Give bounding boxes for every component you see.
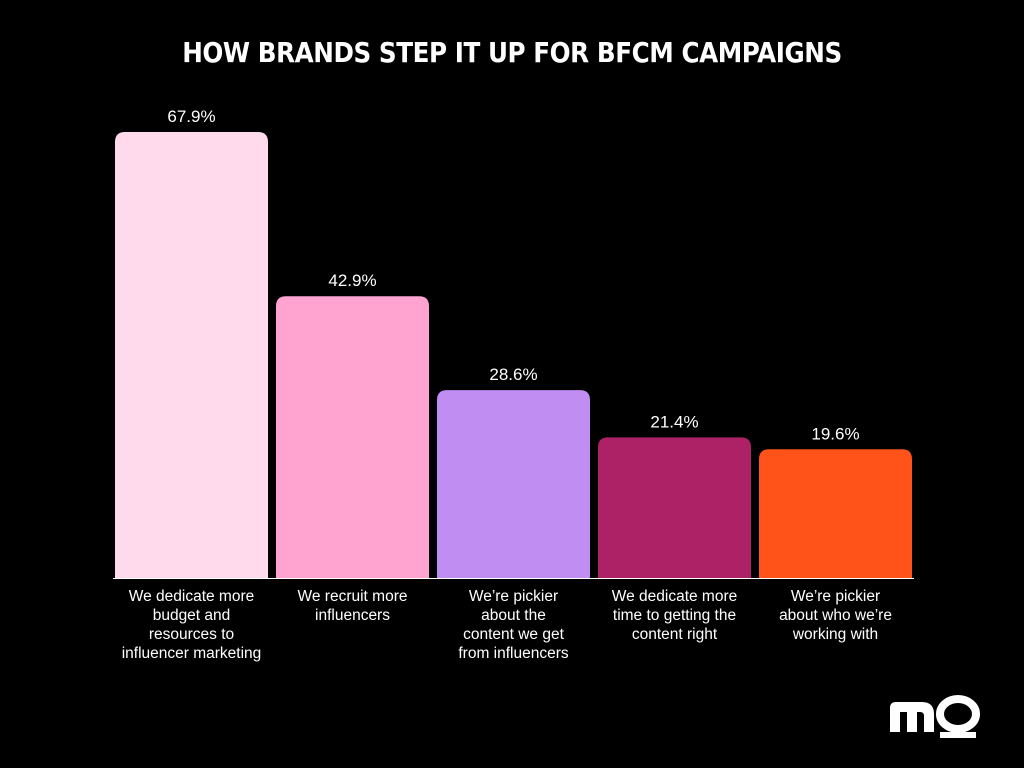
bar-5 — [759, 449, 912, 578]
category-label-line: content we get — [463, 626, 565, 643]
category-label-line: influencers — [315, 607, 390, 624]
category-label-1: We dedicate more budget and resources to in… — [122, 588, 262, 662]
value-label-1: 67.9% — [167, 107, 215, 126]
value-label-4: 21.4% — [650, 412, 698, 431]
category-label-3: We’re pickier about the content we get from… — [458, 588, 569, 662]
category-label-line: budget and — [153, 607, 231, 624]
bar-4 — [598, 437, 751, 578]
category-label-line: We’re pickier — [469, 588, 558, 605]
category-label-line: We dedicate more — [612, 588, 738, 605]
category-label-line: working with — [792, 626, 878, 643]
category-label-line: from influencers — [458, 645, 569, 662]
category-label-line: We recruit more — [298, 588, 408, 605]
logo-m-shape — [890, 702, 934, 732]
bar-1 — [115, 132, 268, 578]
value-label-3: 28.6% — [489, 365, 537, 384]
bar-2 — [276, 296, 429, 578]
logo-o-ring — [936, 695, 980, 733]
category-label-line: We’re pickier — [791, 588, 880, 605]
category-label-line: We dedicate more — [129, 588, 255, 605]
bar-3 — [437, 390, 590, 578]
brand-logo — [890, 695, 980, 738]
category-label-line: about who we’re — [779, 607, 892, 624]
chart-title: HOW BRANDS STEP IT UP FOR BFCM CAMPAIGNS — [182, 36, 842, 69]
category-label-5: We’re pickier about who we’re working with — [779, 588, 892, 643]
value-label-2: 42.9% — [328, 271, 376, 290]
logo-underline — [940, 732, 976, 738]
category-label-4: We dedicate more time to getting the conte… — [612, 588, 738, 643]
category-label-line: time to getting the — [613, 607, 736, 624]
category-label-line: resources to — [149, 626, 234, 643]
category-label-line: content right — [632, 626, 718, 643]
value-label-5: 19.6% — [811, 424, 859, 443]
category-label-2: We recruit more influencers — [298, 588, 408, 624]
category-label-line: about the — [481, 607, 546, 624]
category-label-line: influencer marketing — [122, 645, 262, 662]
